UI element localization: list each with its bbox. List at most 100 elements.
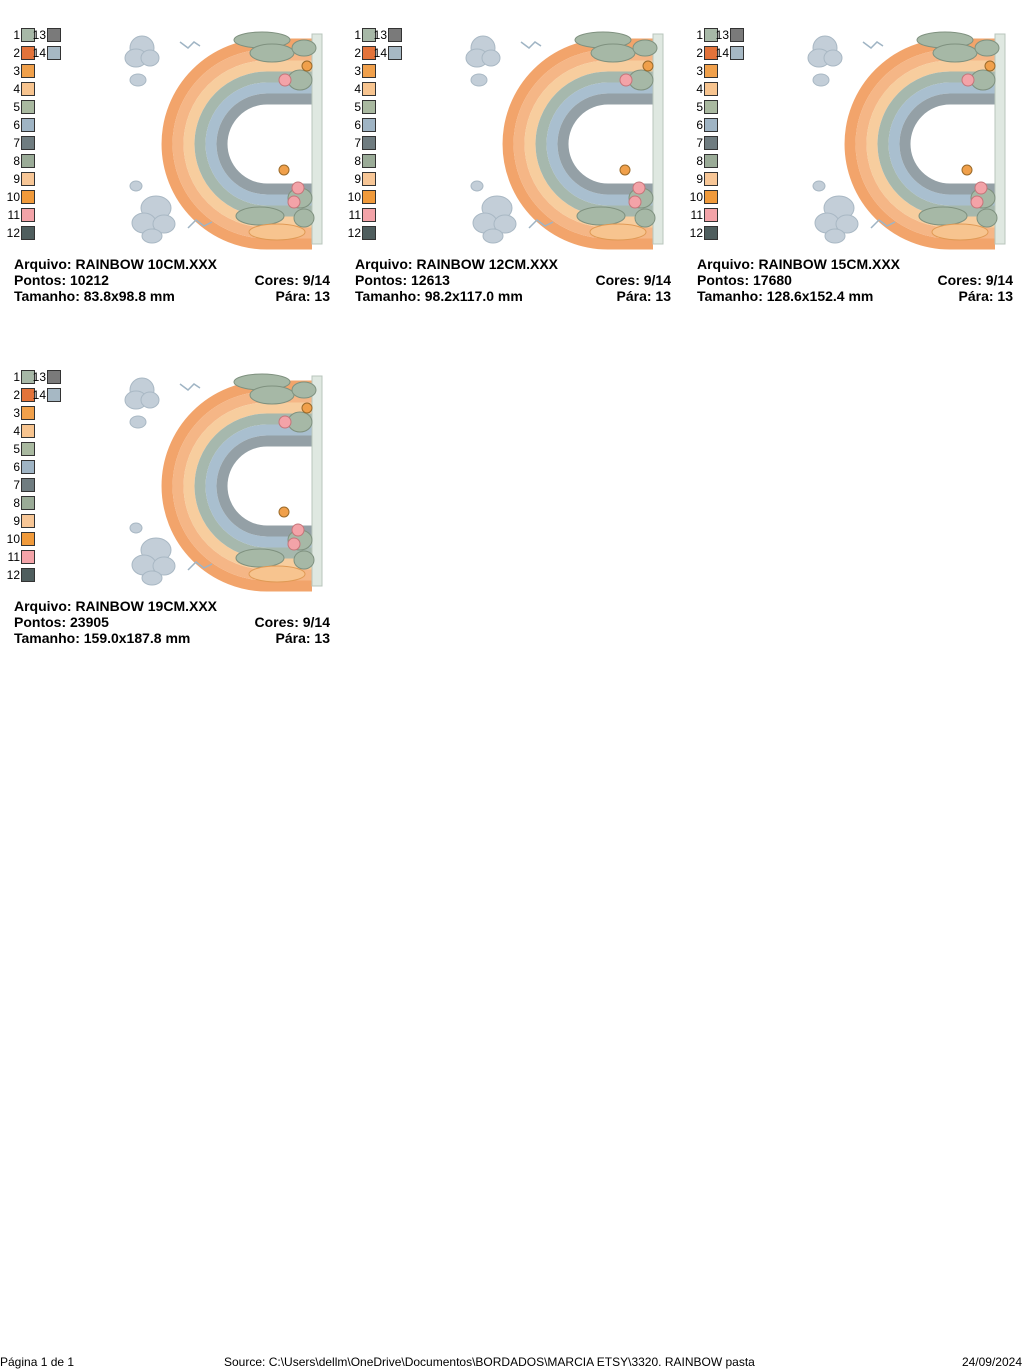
pontos-label: Pontos: 17680 <box>697 272 792 288</box>
leaf-icon <box>235 529 315 583</box>
rainbow-embroidery-preview <box>124 373 323 592</box>
design-info: Arquivo: RAINBOW 12CM.XXX Pontos: 12613 … <box>355 256 671 304</box>
thread-swatch: 14 <box>30 388 61 402</box>
cores-label: Cores: 9/14 <box>937 272 1013 288</box>
thread-swatch: 14 <box>30 46 61 60</box>
thread-number: 5 <box>354 100 361 114</box>
thread-color-box <box>21 64 35 78</box>
thread-swatch: 6 <box>4 460 35 474</box>
thread-number: 14 <box>373 46 387 60</box>
thread-swatch: 1 <box>4 28 35 42</box>
thread-swatch: 6 <box>4 118 35 132</box>
thread-number: 3 <box>696 64 703 78</box>
print-date: 24/09/2024 <box>961 1355 1022 1369</box>
thread-swatch: 9 <box>345 172 376 186</box>
flower-icon <box>278 402 313 551</box>
thread-number: 1 <box>354 28 361 42</box>
rainbow-embroidery-preview <box>124 31 323 250</box>
thread-number: 11 <box>7 208 20 222</box>
leaf-icon <box>916 31 1000 91</box>
thread-number: 7 <box>13 136 20 150</box>
thread-swatch: 10 <box>4 190 35 204</box>
thread-swatch: 2 <box>345 46 376 60</box>
thread-swatch: 13 <box>30 28 61 42</box>
thread-color-box <box>704 118 718 132</box>
thread-color-box <box>21 514 35 528</box>
leaf-icon <box>233 373 317 433</box>
thread-swatch: 12 <box>4 226 35 240</box>
page-number: Página 1 de 1 <box>0 1355 75 1369</box>
thread-swatch: 3 <box>687 64 718 78</box>
thread-swatch: 5 <box>4 442 35 456</box>
thread-number: 12 <box>6 568 20 582</box>
thread-color-box <box>704 100 718 114</box>
thread-swatch: 11 <box>4 550 35 564</box>
design-card: 1 2 3 4 5 6 7 8 9 10 11 12 13 14 <box>690 28 1017 318</box>
cloud-icon <box>124 377 160 429</box>
thread-color-box <box>21 568 35 582</box>
thread-color-box <box>704 64 718 78</box>
thread-number: 11 <box>690 208 703 222</box>
thread-color-box <box>21 172 35 186</box>
thread-number: 8 <box>13 154 20 168</box>
thread-number: 6 <box>13 460 20 474</box>
rainbow-embroidery-preview <box>807 31 1006 250</box>
thread-number: 4 <box>13 424 20 438</box>
thread-number: 10 <box>689 190 703 204</box>
thread-number: 7 <box>13 478 20 492</box>
thread-color-box <box>47 370 61 384</box>
thread-swatch: 9 <box>687 172 718 186</box>
thread-color-box <box>21 460 35 474</box>
arquivo-label: Arquivo: RAINBOW 15CM.XXX <box>697 256 901 272</box>
thread-number: 14 <box>32 388 46 402</box>
thread-color-box <box>21 532 35 546</box>
sprig-icon <box>179 41 213 229</box>
thread-number: 13 <box>715 28 729 42</box>
thread-swatch: 8 <box>345 154 376 168</box>
thread-color-box <box>704 82 718 96</box>
rainbow-embroidery-preview <box>465 31 664 250</box>
thread-color-box <box>704 46 718 60</box>
thread-color-box <box>362 28 376 42</box>
thread-color-box <box>362 46 376 60</box>
design-info: Arquivo: RAINBOW 15CM.XXX Pontos: 17680 … <box>697 256 1013 304</box>
thread-swatch: 2 <box>4 46 35 60</box>
thread-swatch: 7 <box>345 136 376 150</box>
thread-number: 13 <box>32 370 46 384</box>
thread-color-box <box>704 190 718 204</box>
thread-number: 11 <box>7 550 20 564</box>
thread-color-box <box>21 28 35 42</box>
thread-color-box <box>362 208 376 222</box>
thread-number: 2 <box>13 46 20 60</box>
thread-number: 8 <box>354 154 361 168</box>
cloud-icon <box>470 180 517 244</box>
thread-number: 4 <box>354 82 361 96</box>
design-info: Arquivo: RAINBOW 19CM.XXX Pontos: 23905 … <box>14 598 330 646</box>
thread-swatch: 4 <box>4 82 35 96</box>
thread-color-box <box>21 46 35 60</box>
thread-number: 14 <box>715 46 729 60</box>
cloud-icon <box>124 35 160 87</box>
thread-color-box <box>362 172 376 186</box>
thread-color-box <box>21 442 35 456</box>
thread-swatch: 7 <box>4 136 35 150</box>
thread-swatch: 1 <box>4 370 35 384</box>
thread-number: 1 <box>13 28 20 42</box>
thread-swatch: 10 <box>345 190 376 204</box>
thread-color-box <box>47 388 61 402</box>
cloud-icon <box>129 180 176 244</box>
thread-color-box <box>21 190 35 204</box>
flower-icon <box>619 60 654 209</box>
thread-number: 12 <box>347 226 361 240</box>
thread-number: 5 <box>13 442 20 456</box>
thread-color-box <box>21 82 35 96</box>
thread-color-box <box>47 46 61 60</box>
thread-swatch: 4 <box>4 424 35 438</box>
thread-color-box <box>388 46 402 60</box>
tamanho-label: Tamanho: 128.6x152.4 mm <box>697 288 874 304</box>
thread-color-box <box>21 388 35 402</box>
thread-swatch: 7 <box>687 136 718 150</box>
thread-color-box <box>362 154 376 168</box>
thread-number: 10 <box>347 190 361 204</box>
thread-number: 10 <box>6 532 20 546</box>
